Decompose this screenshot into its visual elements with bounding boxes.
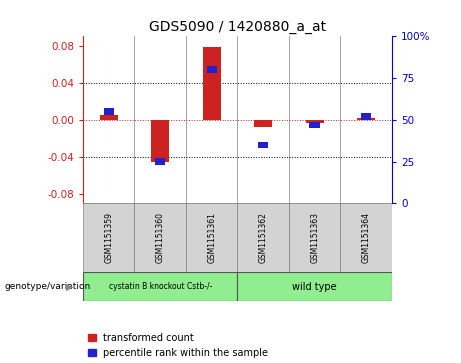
Bar xyxy=(186,203,237,272)
Bar xyxy=(258,142,268,148)
Title: GDS5090 / 1420880_a_at: GDS5090 / 1420880_a_at xyxy=(149,20,326,34)
Text: wild type: wild type xyxy=(292,282,337,292)
Bar xyxy=(361,113,371,120)
Bar xyxy=(357,118,375,120)
Text: GSM1151362: GSM1151362 xyxy=(259,212,268,263)
Text: genotype/variation: genotype/variation xyxy=(5,282,91,291)
Bar xyxy=(237,272,392,301)
Bar xyxy=(135,203,186,272)
Text: GSM1151364: GSM1151364 xyxy=(361,212,371,263)
Bar xyxy=(309,122,320,128)
Text: GSM1151361: GSM1151361 xyxy=(207,212,216,263)
Bar xyxy=(83,203,135,272)
Bar xyxy=(289,203,340,272)
Bar xyxy=(155,158,165,165)
Text: ▶: ▶ xyxy=(66,282,74,292)
Bar xyxy=(104,108,114,115)
Bar xyxy=(254,120,272,127)
Bar xyxy=(306,120,324,123)
Bar xyxy=(151,120,169,163)
Bar xyxy=(207,66,217,73)
Legend: transformed count, percentile rank within the sample: transformed count, percentile rank withi… xyxy=(88,333,268,358)
Text: GSM1151363: GSM1151363 xyxy=(310,212,319,263)
Bar xyxy=(340,203,392,272)
Bar xyxy=(83,272,237,301)
Text: GSM1151359: GSM1151359 xyxy=(104,212,113,263)
Text: GSM1151360: GSM1151360 xyxy=(156,212,165,263)
Text: cystatin B knockout Cstb-/-: cystatin B knockout Cstb-/- xyxy=(108,282,212,291)
Bar xyxy=(203,46,221,120)
Bar xyxy=(100,115,118,120)
Bar xyxy=(237,203,289,272)
